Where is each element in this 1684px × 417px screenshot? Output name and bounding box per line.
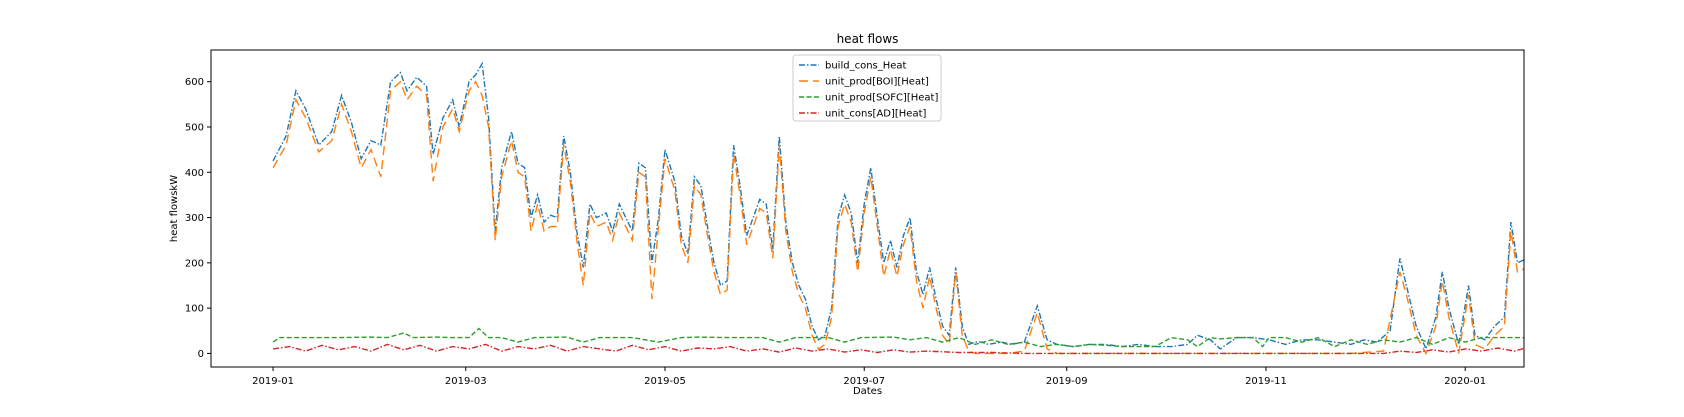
plot-area <box>210 49 1525 368</box>
y-tick-label: 600 <box>185 77 204 88</box>
x-axis: 2019-01 2019-03 2019-05 2019-07 2019-09 2019-… <box>252 367 1486 387</box>
x-tick-label: 2019-11 <box>1245 376 1287 387</box>
series-line-unit-cons-ad-heat <box>273 343 1524 355</box>
legend-box <box>792 54 942 122</box>
x-tick-label: 2019-01 <box>252 376 294 387</box>
chart-title: heat flows <box>837 32 899 46</box>
series-line-unit-prod-sofc-heat <box>272 327 1524 348</box>
y-tick-label: 400 <box>185 168 204 179</box>
legend-label: build_cons_Heat <box>825 61 907 72</box>
x-tick-label: 2019-05 <box>644 376 686 387</box>
plot-frame <box>210 49 1525 368</box>
x-tick-label: 2019-09 <box>1046 376 1088 387</box>
y-tick-label: 0 <box>198 349 204 360</box>
legend-label: unit_cons[AD][Heat] <box>825 109 927 120</box>
legend-label: unit_prod[BOI][Heat] <box>825 77 929 88</box>
y-tick-label: 500 <box>185 122 204 133</box>
series-layer <box>272 61 1524 356</box>
x-tick-label: 2020-01 <box>1444 376 1486 387</box>
y-tick-label: 100 <box>185 304 204 315</box>
legend: build_cons_Heat unit_prod[BOI][Heat] unit_… <box>792 54 942 122</box>
y-tick-label: 200 <box>185 258 204 269</box>
legend-label: unit_prod[SOFC][Heat] <box>825 93 938 104</box>
y-tick-label: 300 <box>185 213 204 224</box>
series-line-build-cons-heat <box>272 61 1524 351</box>
y-axis: 0 100 200 300 400 500 600 <box>185 77 211 360</box>
y-axis-label: heat flowskW <box>169 175 180 242</box>
x-axis-label: Dates <box>853 386 882 397</box>
x-tick-label: 2019-07 <box>843 376 885 387</box>
x-tick-label: 2019-03 <box>445 376 487 387</box>
series-line-unit-prod-boi-heat <box>272 80 1524 356</box>
